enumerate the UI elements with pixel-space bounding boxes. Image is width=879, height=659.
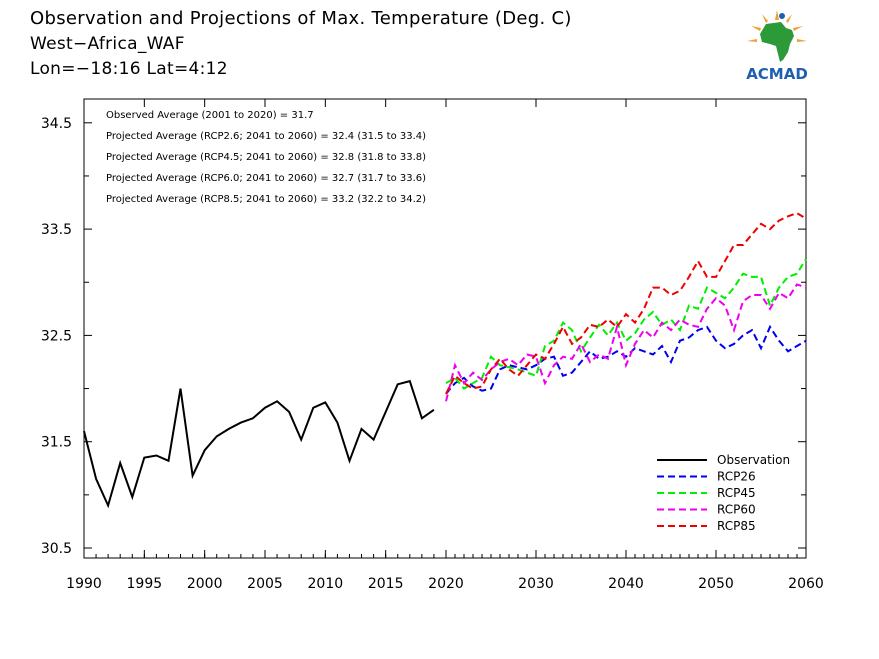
x-tick-label: 2040	[608, 576, 644, 592]
region-label: West−Africa_WAF	[30, 34, 185, 54]
annotation-line: Projected Average (RCP6.0; 2041 to 2060)…	[106, 173, 426, 184]
logo-rays	[747, 10, 807, 42]
x-tick-label: 1990	[66, 576, 102, 592]
annotation-line: Observed Average (2001 to 2020) = 31.7	[106, 110, 314, 121]
x-tick-label: 2015	[368, 576, 404, 592]
legend-label-rcp85: RCP85	[717, 519, 756, 533]
logo-drop-icon	[779, 13, 785, 19]
series-observation-line	[83, 379, 435, 509]
series-rcp45-line	[445, 258, 807, 390]
x-tick-label: 2050	[698, 576, 734, 592]
africa-shape-icon	[760, 22, 794, 62]
x-tick-label: 2000	[187, 576, 223, 592]
y-tick-label: 31.5	[41, 435, 72, 451]
x-tick-label: 2005	[247, 576, 283, 592]
x-tick-label: 2020	[428, 576, 464, 592]
annotation-line: Projected Average (RCP2.6; 2041 to 2060)…	[106, 131, 426, 142]
series-rcp26-line	[445, 324, 807, 395]
series-rcp85-line	[445, 212, 807, 395]
x-tick-label: 2030	[518, 576, 554, 592]
chart-title: Observation and Projections of Max. Temp…	[30, 8, 572, 29]
y-tick-label: 34.5	[41, 116, 72, 132]
x-tick-label: 2010	[308, 576, 344, 592]
series-rcp60-line	[445, 283, 807, 402]
coordinates-label: Lon=−18:16 Lat=4:12	[30, 59, 228, 79]
y-tick-label: 32.5	[41, 328, 72, 344]
y-tick-label: 33.5	[41, 222, 72, 238]
logo-text: ACMAD	[746, 65, 808, 83]
x-tick-label: 2060	[788, 576, 824, 592]
legend-label-rcp45: RCP45	[717, 486, 756, 500]
legend-label-rcp60: RCP60	[717, 503, 756, 517]
y-tick-label: 30.5	[41, 541, 72, 557]
acmad-logo: ACMAD	[746, 10, 808, 83]
annotation-line: Projected Average (RCP8.5; 2041 to 2060)…	[106, 194, 426, 205]
plot-frame	[83, 98, 807, 559]
annotation-line: Projected Average (RCP4.5; 2041 to 2060)…	[106, 152, 426, 163]
x-tick-label: 1995	[127, 576, 163, 592]
legend-label-observation: Observation	[717, 453, 790, 467]
legend-label-rcp26: RCP26	[717, 470, 756, 484]
